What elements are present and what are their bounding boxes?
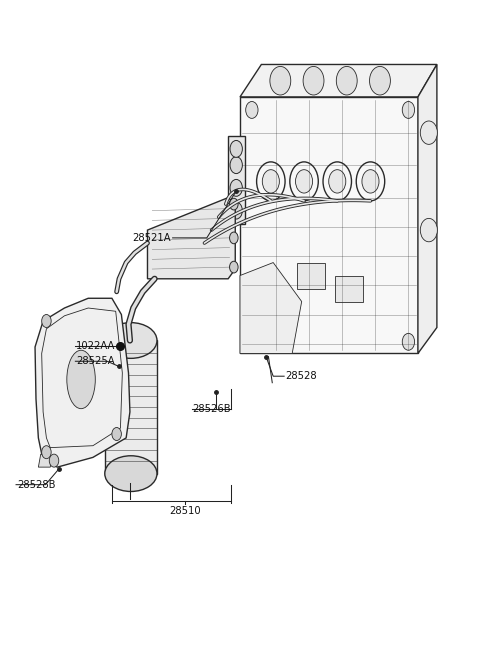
Circle shape xyxy=(230,179,242,196)
Circle shape xyxy=(257,162,285,201)
Text: 28528: 28528 xyxy=(285,371,317,381)
Circle shape xyxy=(246,333,258,350)
Circle shape xyxy=(49,454,59,467)
Polygon shape xyxy=(38,454,53,467)
Circle shape xyxy=(246,102,258,119)
Circle shape xyxy=(290,162,318,201)
Circle shape xyxy=(420,218,437,242)
Text: 28525A: 28525A xyxy=(76,356,115,366)
Circle shape xyxy=(323,162,351,201)
Polygon shape xyxy=(240,263,301,354)
Text: 28510: 28510 xyxy=(169,506,201,515)
Bar xyxy=(335,276,363,301)
Bar xyxy=(105,341,157,474)
Polygon shape xyxy=(228,136,245,223)
Circle shape xyxy=(420,121,437,144)
Circle shape xyxy=(296,170,312,193)
Circle shape xyxy=(229,232,238,244)
Circle shape xyxy=(402,333,415,350)
Circle shape xyxy=(336,66,357,95)
Circle shape xyxy=(112,428,121,441)
Circle shape xyxy=(370,66,390,95)
Text: 28526B: 28526B xyxy=(192,403,231,414)
Circle shape xyxy=(42,445,51,458)
Circle shape xyxy=(402,102,415,119)
Bar xyxy=(297,263,325,289)
Circle shape xyxy=(262,170,279,193)
Ellipse shape xyxy=(67,350,96,409)
Circle shape xyxy=(229,261,238,273)
Polygon shape xyxy=(147,198,235,279)
Polygon shape xyxy=(240,64,437,97)
Ellipse shape xyxy=(105,323,157,358)
Circle shape xyxy=(362,170,379,193)
Circle shape xyxy=(329,170,346,193)
Polygon shape xyxy=(418,64,437,354)
Circle shape xyxy=(303,66,324,95)
Circle shape xyxy=(230,157,242,174)
Circle shape xyxy=(270,66,291,95)
Circle shape xyxy=(230,202,242,219)
Polygon shape xyxy=(35,298,130,467)
Circle shape xyxy=(230,140,242,157)
Text: 28528B: 28528B xyxy=(17,479,56,490)
Circle shape xyxy=(229,198,238,210)
Ellipse shape xyxy=(105,456,157,491)
Polygon shape xyxy=(240,97,418,354)
Text: 1022AA: 1022AA xyxy=(76,341,116,350)
Text: 28521A: 28521A xyxy=(132,233,171,243)
Circle shape xyxy=(42,314,51,328)
Circle shape xyxy=(356,162,384,201)
